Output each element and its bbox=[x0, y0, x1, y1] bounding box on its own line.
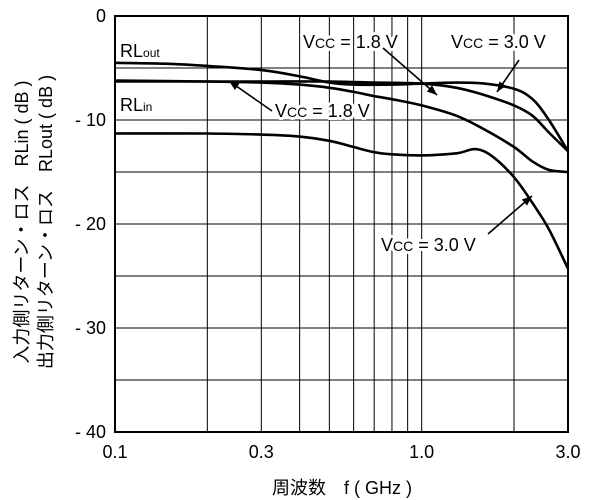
vcc-label-rlin-1p8: VCC = 1.8 V bbox=[275, 101, 370, 121]
rlout-label: RLout bbox=[120, 41, 160, 61]
y-axis-label-input: 入力側リターン・ロス RLin ( dB ) bbox=[12, 80, 32, 364]
plot-frame bbox=[114, 15, 569, 433]
rlin-label: RLin bbox=[120, 95, 152, 115]
annotation-arrow-line bbox=[382, 47, 438, 96]
x-axis-label: 周波数 f ( GHz ) bbox=[272, 478, 412, 498]
vcc-label-rlin-3p0: VCC = 3.0 V bbox=[381, 235, 476, 255]
tick-labels: 0.1 0.3 1.0 3.0 0 - 10 - 20 - 30 - 40 bbox=[75, 6, 581, 462]
annotation-arrowhead bbox=[426, 85, 437, 95]
y-axis-label-output: 出力側リターン・ロス RLout ( dB ) bbox=[36, 74, 56, 370]
x-tick-label: 3.0 bbox=[555, 442, 580, 462]
series-line bbox=[114, 132, 570, 270]
y-tick-label: - 40 bbox=[75, 422, 106, 442]
y-tick-label: - 30 bbox=[75, 318, 106, 338]
vcc-label-rlout-3p0: VCC = 3.0 V bbox=[451, 32, 546, 52]
x-tick-label: 1.0 bbox=[409, 442, 434, 462]
vcc-label-rlout-1p8: VCC = 1.8 V bbox=[303, 32, 398, 52]
annotation-arrowhead bbox=[229, 81, 240, 91]
series-layer bbox=[114, 61, 570, 270]
series-line bbox=[114, 61, 570, 152]
x-tick-label: 0.1 bbox=[102, 442, 127, 462]
y-tick-label: - 10 bbox=[75, 110, 106, 130]
series-line bbox=[114, 79, 569, 174]
annotation-arrowhead bbox=[497, 81, 506, 92]
x-tick-label: 0.3 bbox=[249, 442, 274, 462]
y-tick-label: 0 bbox=[96, 6, 106, 26]
annotation-arrowhead bbox=[521, 196, 532, 206]
annotations: RLout RLin VCC = 1.8 V VCC = 3.0 V VCC = 1.8… bbox=[120, 29, 549, 258]
y-tick-label: - 20 bbox=[75, 214, 106, 234]
